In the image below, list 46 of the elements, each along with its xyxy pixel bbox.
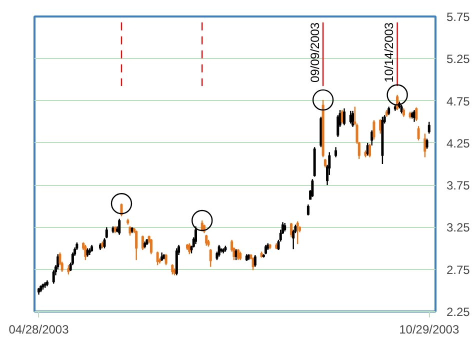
point bbox=[110, 193, 132, 214]
candlestick bbox=[135, 230, 138, 261]
ref-line-label: 10/14/2003 bbox=[382, 22, 396, 82]
candlestick bbox=[120, 203, 123, 217]
candlestick bbox=[372, 120, 376, 140]
point bbox=[386, 84, 408, 106]
candlestick bbox=[84, 244, 87, 261]
point bbox=[312, 89, 334, 111]
candlestick bbox=[67, 264, 70, 276]
y-tick-label: 3.25 bbox=[446, 220, 470, 235]
candlestick bbox=[141, 235, 144, 251]
candlestick bbox=[254, 254, 256, 268]
candlestick bbox=[188, 242, 191, 255]
candlestick bbox=[311, 178, 314, 198]
point bbox=[192, 210, 213, 232]
candlestick bbox=[156, 251, 159, 266]
x-tick-label: 04/28/2003 bbox=[8, 322, 70, 336]
y-tick-label: 2.75 bbox=[446, 262, 470, 277]
x-tick-label: 10/29/2003 bbox=[399, 322, 460, 336]
candlestick bbox=[417, 125, 420, 141]
candlestick bbox=[103, 238, 106, 249]
y-tick-label: 5.25 bbox=[446, 52, 470, 66]
candlestick bbox=[171, 264, 174, 276]
candlestick bbox=[352, 110, 354, 128]
y-tick-label: 4.75 bbox=[446, 94, 470, 108]
candlestick bbox=[334, 146, 338, 158]
ref-line-label: 09/09/2003 bbox=[308, 22, 322, 82]
candlestick bbox=[150, 238, 152, 255]
candlestick bbox=[426, 138, 428, 150]
candlestick bbox=[118, 218, 121, 236]
candlestick bbox=[105, 226, 108, 239]
candlestick bbox=[209, 248, 212, 268]
candlestick bbox=[415, 106, 418, 122]
candlestick bbox=[218, 244, 220, 258]
candlestick bbox=[175, 248, 178, 276]
candlestick bbox=[428, 121, 430, 134]
y-tick-label: 2.25 bbox=[446, 305, 470, 319]
candlestick bbox=[306, 204, 310, 216]
y-tick-label: 3.75 bbox=[446, 178, 470, 193]
candlestick bbox=[205, 234, 208, 246]
candlestick bbox=[164, 254, 168, 266]
candlestick bbox=[290, 222, 292, 238]
candlestick bbox=[128, 226, 132, 236]
y-tick-label: 5.75 bbox=[446, 10, 470, 24]
candlestick bbox=[296, 220, 299, 245]
y-tick-label: 4.25 bbox=[446, 136, 470, 150]
